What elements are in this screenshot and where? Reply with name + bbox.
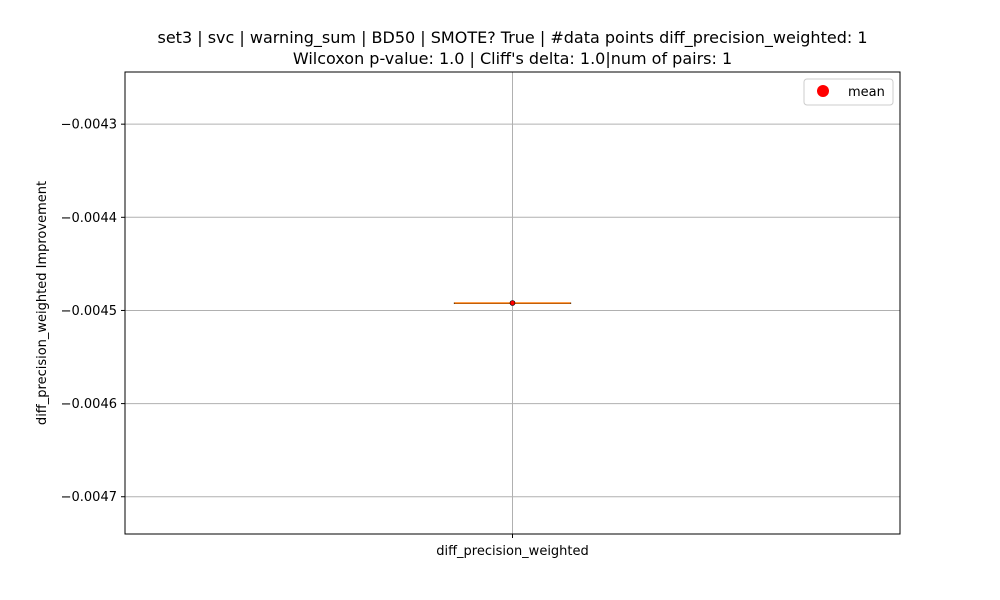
legend: mean <box>803 78 894 106</box>
y-tick-label: −0.0045 <box>61 304 117 319</box>
plot-frame <box>124 71 901 535</box>
y-tick-label: −0.0044 <box>61 211 117 226</box>
y-axis-ticks: −0.0043 −0.0044 −0.0045 −0.0046 −0.0047 <box>61 118 125 505</box>
legend-box <box>803 78 894 106</box>
y-tick-label: −0.0043 <box>61 118 117 133</box>
legend-marker-mean <box>817 85 829 97</box>
mean-marker <box>509 300 516 306</box>
x-tick-label: diff_precision_weighted <box>436 544 589 559</box>
legend-label-mean: mean <box>848 85 885 100</box>
chart-subtitle: Wilcoxon p-value: 1.0 | Cliff's delta: 1… <box>293 49 732 68</box>
x-axis-ticks: diff_precision_weighted <box>436 534 589 559</box>
box-marks <box>453 300 572 306</box>
y-axis-label: diff_precision_weighted Improvement <box>35 181 50 425</box>
y-tick-label: −0.0046 <box>61 397 117 412</box>
y-tick-label: −0.0047 <box>61 490 117 505</box>
chart-title: set3 | svc | warning_sum | BD50 | SMOTE?… <box>158 28 868 48</box>
